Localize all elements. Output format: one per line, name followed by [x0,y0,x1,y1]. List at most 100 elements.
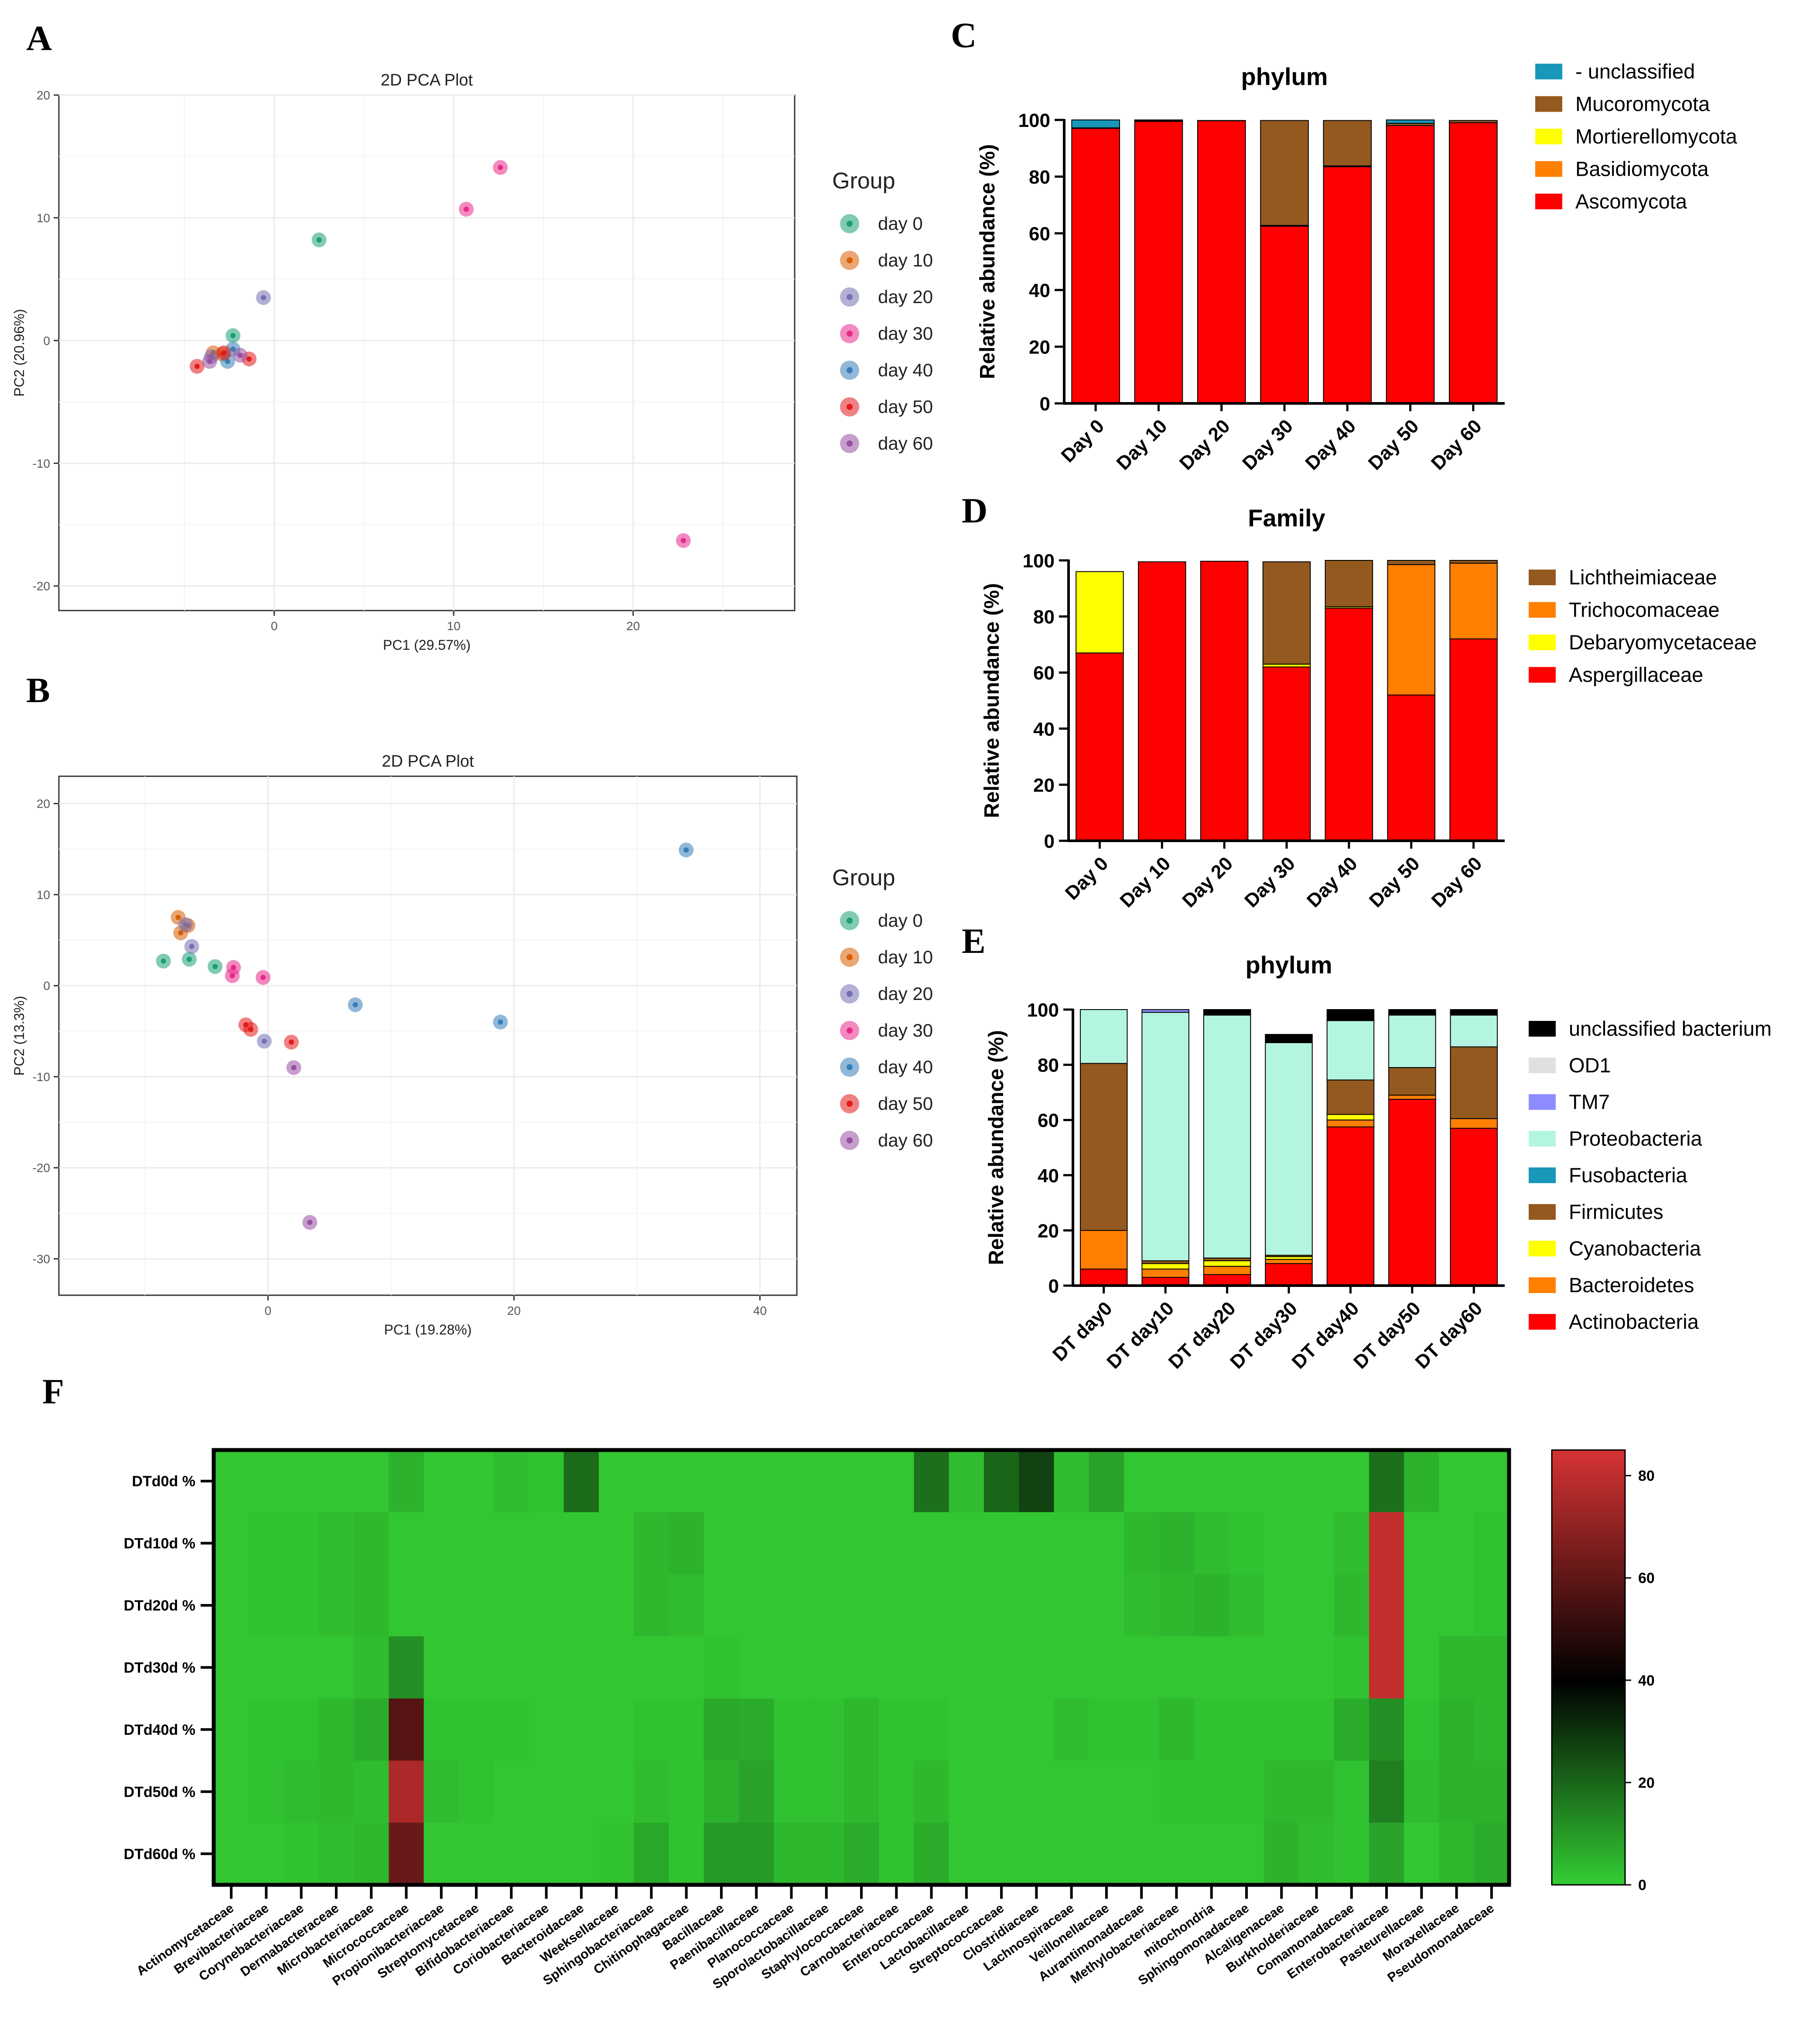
heatmap-cell [634,1450,669,1513]
legend-label: day 0 [878,213,923,234]
y-tick-label: 60 [1029,223,1050,245]
panel-label-c: C [951,15,977,55]
heatmap-cell [423,1636,459,1699]
y-tick-label: 40 [1033,719,1055,740]
heatmap-cell [598,1574,634,1637]
legend-swatch [1529,1277,1556,1293]
heatmap-cell [1474,1761,1509,1823]
data-point [498,1019,503,1025]
y-tick-label: 100 [1018,110,1050,131]
heatmap-cell [1054,1698,1089,1761]
heatmap-cell [1229,1574,1264,1637]
heatmap-cell [214,1574,249,1637]
heatmap-cell [249,1822,284,1885]
legend-label: day 20 [878,287,933,307]
legend-label: day 10 [878,947,933,967]
heatmap-cell [844,1698,879,1761]
heatmap-cell [1194,1512,1229,1575]
legend-label: Fusobacteria [1569,1164,1688,1187]
heatmap-cell [914,1822,949,1885]
plot-title: 2D PCA Plot [381,71,473,89]
heatmap-cell [704,1822,739,1885]
bar-segment [1071,128,1120,404]
heatmap-cell [214,1512,249,1575]
heatmap-cell [1334,1512,1369,1575]
heatmap-cell [1089,1698,1124,1761]
bar-segment [1386,125,1435,404]
heatmap-cell [1089,1512,1124,1575]
heatmap-cell [634,1761,669,1823]
heatmap-cell [879,1822,915,1885]
y-tick-label: 0 [1044,831,1055,852]
heatmap-cell [1334,1450,1369,1513]
data-point [194,363,200,369]
heatmap-cell [1089,1822,1124,1885]
heatmap-cell [809,1574,844,1637]
data-point [316,237,322,243]
heatmap-cell [1089,1574,1124,1637]
bar-segment [1079,1269,1128,1286]
bar-segment [1079,1063,1128,1231]
data-point [207,358,212,364]
y-tick-label: 0 [43,334,50,348]
heatmap-cell [949,1822,984,1885]
legend-marker [847,440,853,447]
data-point [352,1002,358,1008]
heatmap-cell [704,1512,739,1575]
heatmap-cell [1054,1450,1089,1513]
bar-segment [1265,1042,1313,1256]
heatmap-cell [809,1450,844,1513]
heatmap-cell [458,1450,494,1513]
bar-segment [1387,694,1435,841]
heatmap-cell [1334,1574,1369,1637]
bar-segment [1197,120,1246,404]
heatmap-cell [984,1574,1019,1637]
heatmap-cell [1264,1698,1299,1761]
heatmap-cell [774,1512,809,1575]
heatmap-cell [809,1698,844,1761]
heatmap-cell [949,1512,984,1575]
heatmap-cell [1369,1512,1404,1575]
y-tick-label: 20 [1029,337,1050,358]
heatmap-cell [214,1698,249,1761]
y-tick-label: 20 [37,89,50,102]
heatmap-cell [984,1822,1019,1885]
heatmap-cell [1159,1636,1195,1699]
heatmap-cell [739,1698,774,1761]
heatmap-cell [669,1822,704,1885]
heatmap-cell [704,1761,739,1823]
bar-segment [1203,1274,1251,1286]
heatmap-cell [669,1450,704,1513]
heatmap-cell [704,1698,739,1761]
legend-swatch [1535,64,1562,79]
heatmap-cell [563,1698,599,1761]
heatmap-cell [1299,1822,1335,1885]
heatmap-cell [354,1636,389,1699]
heatmap-cell [1124,1698,1159,1761]
heatmap-cell [529,1450,564,1513]
y-tick-label: 80 [1038,1055,1059,1076]
heatmap-cell [1229,1450,1264,1513]
legend-label: Firmicutes [1569,1200,1663,1223]
heatmap-cell [529,1574,564,1637]
heatmap-cell [1439,1636,1475,1699]
legend-swatch [1529,1058,1556,1073]
heatmap-cell [283,1574,319,1637]
y-axis-label: Relative abundance (%) [980,583,1004,818]
bar-segment [1203,1260,1251,1267]
heatmap-cell [844,1822,879,1885]
colorbar-tick-label: 40 [1638,1672,1655,1689]
y-tick-label: 60 [1033,662,1055,684]
data-point [260,975,266,980]
panel-label-a: A [26,18,52,58]
heatmap-cell [1404,1822,1440,1885]
y-tick-label: 0 [1048,1276,1059,1297]
heatmap-cell [1264,1761,1299,1823]
bar-segment [1387,560,1435,565]
bar-segment [1450,1118,1498,1129]
bar-segment [1388,1099,1436,1286]
heatmap-cell [529,1636,564,1699]
x-tick-label: 40 [753,1304,767,1317]
heatmap-cell [1439,1822,1475,1885]
heatmap-cell [318,1822,354,1885]
